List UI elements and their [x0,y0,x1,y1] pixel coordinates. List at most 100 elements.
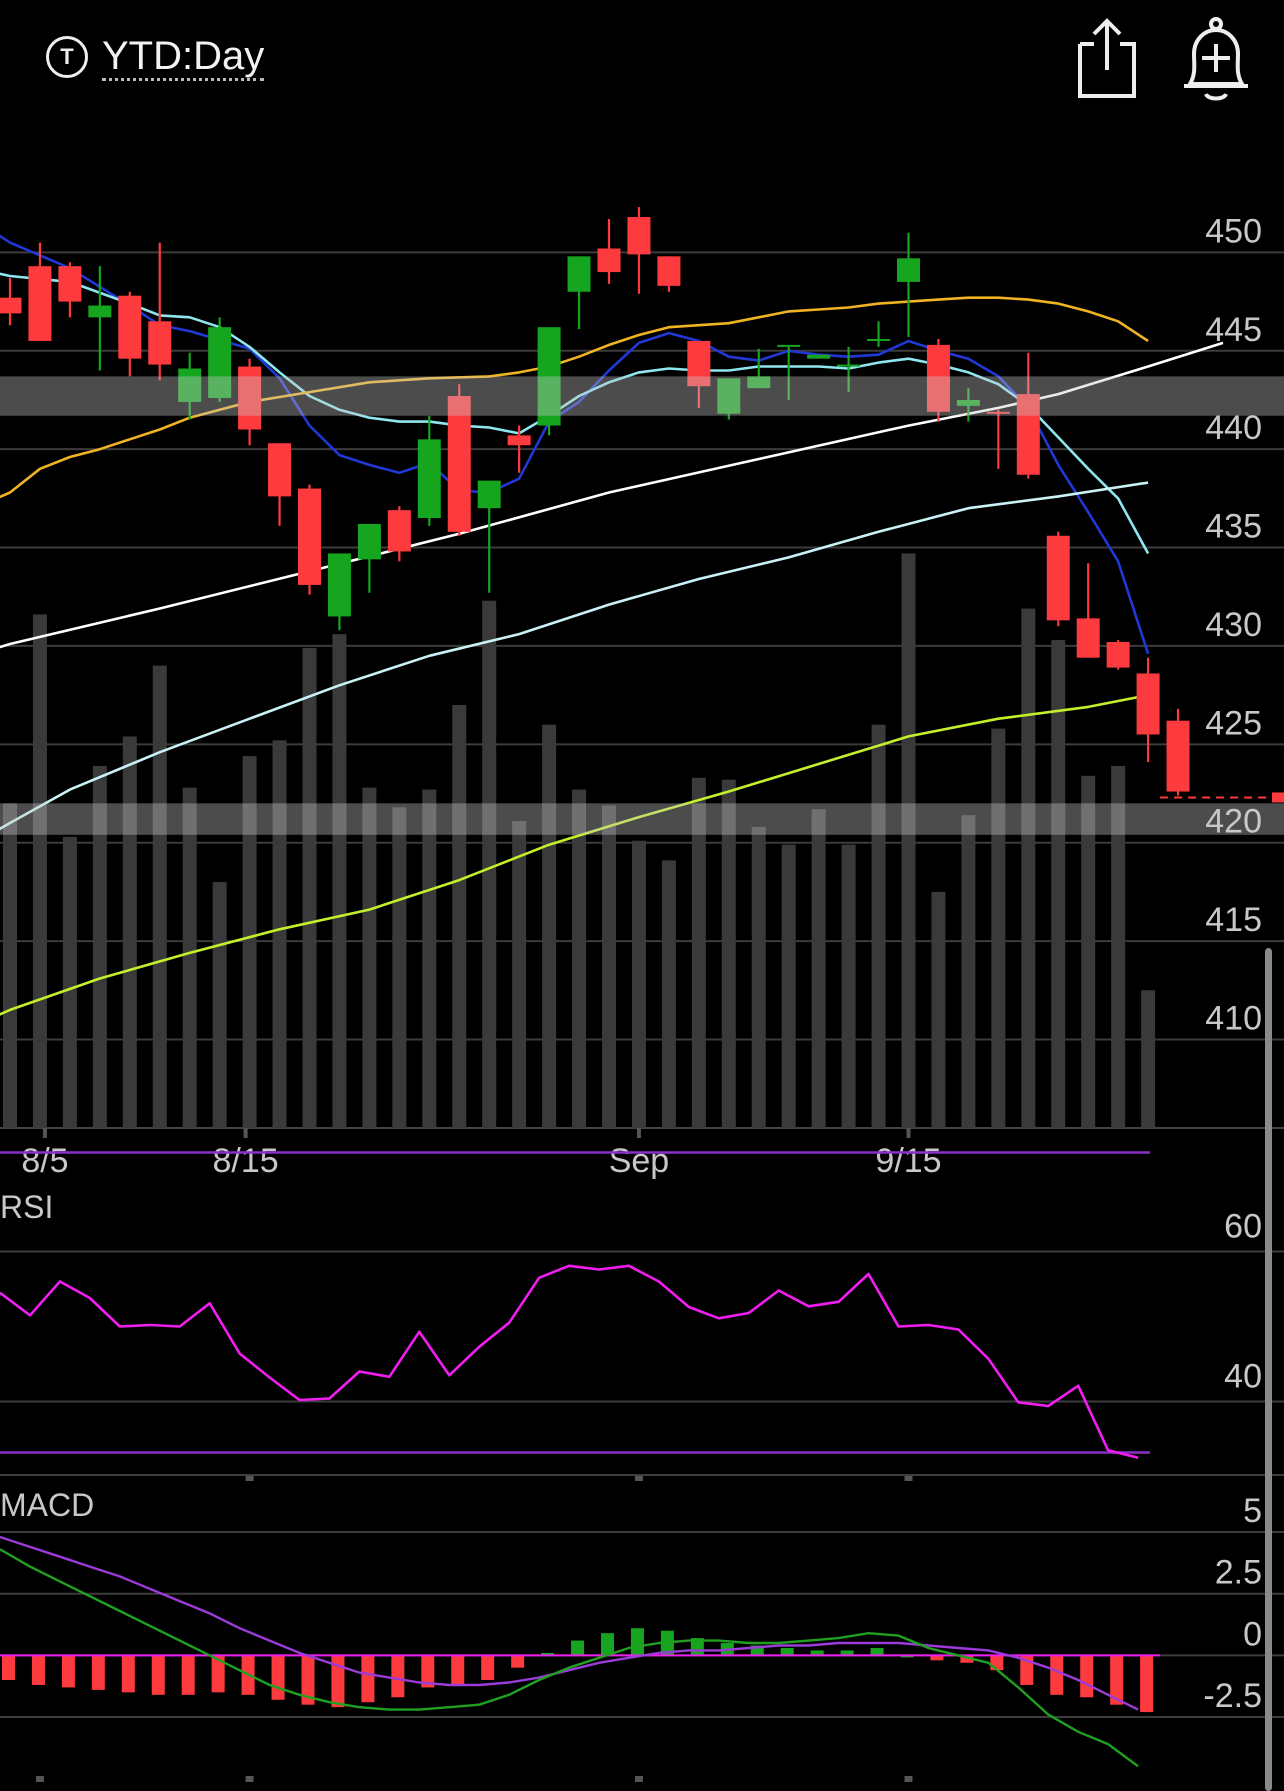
price-axis-label: 425 [1205,704,1262,742]
macd-axis-label: 0 [1243,1615,1262,1653]
candle-body [298,488,321,585]
macd-histogram-bar [121,1655,135,1693]
range-label: YTD:Day [102,34,265,81]
macd-histogram-bar [810,1650,824,1656]
candle-body [807,354,831,359]
price-axis-label: 430 [1205,606,1262,644]
macd-histogram-bar [541,1652,555,1656]
top-bar: T YTD:Day [0,0,1284,120]
volume-bar [871,724,886,1128]
macd-histogram-bar [481,1655,495,1681]
candle-body [268,443,292,497]
macd-histogram-bar [1080,1655,1094,1698]
volume-bar [92,765,107,1128]
candle-body [867,338,891,341]
volume-bar [512,821,527,1128]
macd-line [0,1548,1139,1768]
rsi-panel: RSI 60 40 [0,1151,1284,1481]
price-axis-label: 435 [1205,508,1262,546]
volume-bar [1111,765,1126,1128]
candle-body [28,266,52,341]
date-axis: 8/5 8/15 Sep 9/15 [21,1128,942,1180]
range-selector[interactable]: T YTD:Day [46,34,265,81]
candle-body [837,364,861,367]
macd-histogram-bar [930,1655,944,1661]
rsi-axis-label: 60 [1224,1208,1262,1246]
date-label: 9/15 [875,1142,941,1180]
date-label: Sep [609,1142,670,1180]
macd-histogram-bar [601,1633,614,1656]
date-label: 8/15 [213,1142,279,1180]
volume-bar [572,789,587,1128]
price-axis-label: 420 [1205,803,1262,841]
candle-body [477,480,501,509]
volume-bar [242,756,257,1128]
macd-histogram-bar [840,1650,854,1656]
candle-body [597,248,621,273]
candle-body [567,256,591,292]
moving-average-line [0,481,1149,831]
volume-bar [631,840,646,1128]
candle-body [238,366,262,430]
volume-bar [212,882,227,1128]
macd-axis-label: 2.5 [1215,1554,1262,1592]
add-alert-button[interactable] [1176,14,1256,104]
macd-histogram-bar [750,1645,764,1656]
volume-bar [542,724,557,1128]
candle-body [897,258,920,282]
candle-body [357,523,381,560]
candle-body [747,376,771,389]
macd-histogram-bar [511,1655,525,1668]
candle-body [717,378,741,414]
moving-average-line [0,341,1224,649]
date-label: 8/5 [21,1142,68,1180]
volume-bar [482,600,497,1128]
macd-title: MACD [0,1487,94,1523]
candle-body [387,510,411,552]
volume-bar [332,634,347,1128]
candle-body [118,295,142,359]
candle-body [1166,720,1190,792]
volume-bar [811,809,826,1128]
last-price-marker [1272,792,1284,803]
share-button[interactable] [1072,14,1142,104]
volume-bar [781,844,796,1128]
macd-histogram-bar [630,1628,644,1656]
price-axis-label: 445 [1205,311,1262,349]
candle-body [926,344,950,412]
macd-date-tick [245,1776,254,1782]
candle-body [657,256,681,286]
moving-average-line [0,234,1150,655]
price-axis-label: 415 [1205,901,1262,939]
macd-histogram-bar [151,1655,165,1695]
rsi-date-tick [245,1476,254,1481]
macd-axis-label: -2.5 [1203,1677,1262,1715]
volume-bar [182,787,197,1128]
candle-body [537,327,561,426]
macd-date-tick [35,1776,44,1782]
price-axis-label: 410 [1205,999,1262,1037]
macd-histogram-bar [31,1655,45,1685]
candle-body [687,340,711,387]
rsi-date-tick [904,1476,913,1481]
volume-bar [302,647,317,1128]
macd-histogram-bar [271,1655,285,1700]
volume-bar [392,807,407,1128]
macd-histogram-bar [1050,1655,1064,1695]
macd-histogram-bar [1110,1655,1124,1705]
candle-body [417,439,441,519]
volume-bar [422,789,437,1128]
candle-body [1136,673,1160,735]
volume-bar [961,815,976,1128]
volume-bar [841,844,856,1128]
volume-bar [3,803,17,1128]
volume-bar [901,553,916,1128]
macd-histogram-bar [361,1655,375,1703]
bell-plus-icon [1184,17,1248,101]
rsi-date-tick [634,1476,643,1481]
scrollbar-thumb[interactable] [1265,948,1272,1791]
rsi-title: RSI [0,1189,53,1225]
price-axis-label: 440 [1205,409,1262,447]
macd-histogram-bar [421,1655,435,1688]
